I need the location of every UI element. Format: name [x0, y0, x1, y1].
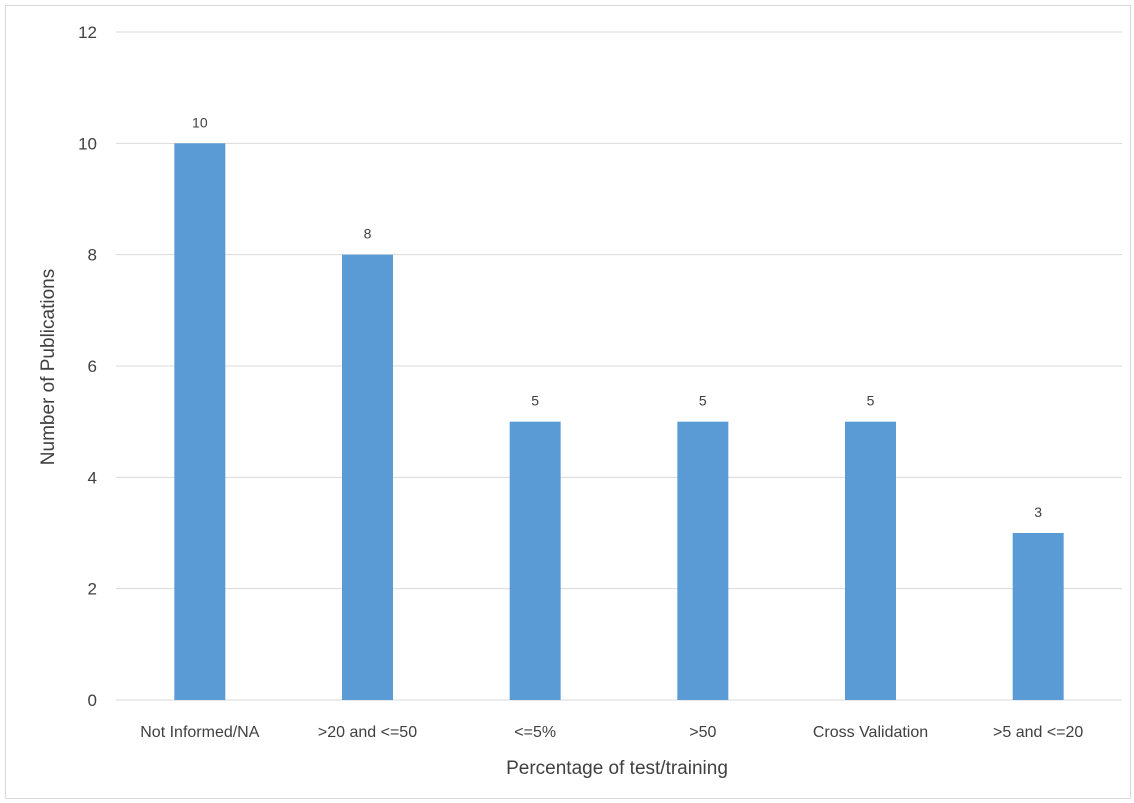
bar — [677, 421, 729, 700]
y-tick-label: 6 — [88, 357, 97, 376]
gridlines — [116, 31, 1122, 701]
x-tick-label: <=5% — [514, 724, 556, 741]
bar — [509, 421, 561, 700]
x-tick-label: >50 — [689, 724, 716, 741]
x-axis-title: Percentage of test/training — [506, 758, 728, 779]
y-tick-label: 12 — [78, 23, 97, 42]
y-tick-label: 0 — [88, 691, 97, 710]
y-axis-ticks: 0 2 4 6 8 10 12 — [78, 23, 97, 710]
y-tick-label: 8 — [88, 246, 97, 265]
x-tick-label: Not Informed/NA — [140, 724, 259, 741]
data-label: 3 — [1034, 504, 1042, 520]
data-label: 8 — [364, 226, 372, 242]
bars — [174, 143, 1064, 701]
y-tick-label: 2 — [88, 580, 97, 599]
bar — [342, 254, 393, 700]
y-tick-label: 10 — [78, 134, 97, 153]
data-labels: 10 8 5 5 5 3 — [192, 114, 1042, 520]
bar — [1012, 533, 1064, 700]
data-label: 5 — [531, 393, 539, 409]
bar — [174, 143, 226, 701]
x-tick-label: >20 and <=50 — [318, 724, 417, 741]
x-tick-label: Cross Validation — [813, 724, 928, 741]
x-axis-ticks: Not Informed/NA >20 and <=50 <=5% >50 Cross … — [140, 724, 1083, 741]
data-label: 10 — [192, 114, 208, 130]
x-tick-label: >5 and <=20 — [993, 724, 1083, 741]
bar — [845, 421, 896, 700]
y-tick-label: 4 — [88, 468, 97, 487]
data-label: 5 — [867, 393, 875, 409]
y-axis-title: Number of Publications — [38, 269, 59, 465]
data-label: 5 — [699, 393, 707, 409]
